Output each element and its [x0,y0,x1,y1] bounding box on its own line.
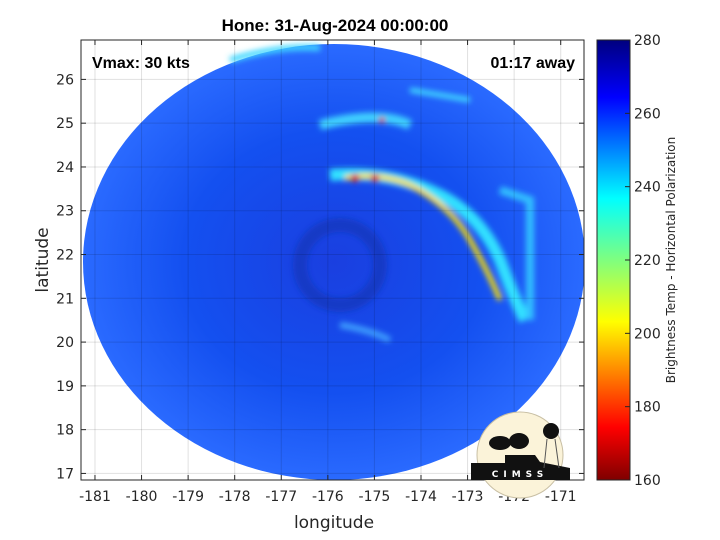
x-tick-label: -181 [79,489,111,505]
x-tick-label: -179 [172,489,204,505]
colorbar-tick-label: 180 [634,400,661,416]
y-tick-label: 25 [56,116,74,132]
x-tick-label: -171 [545,489,577,505]
y-tick-label: 24 [56,160,74,176]
colorbar-tick-label: 220 [634,253,661,269]
logo-text: CIMSS [492,470,548,480]
y-axis-label: latitude [33,227,53,292]
time-away-label: 01:17 away [490,55,575,72]
colorbar-tick-label: 260 [634,106,661,122]
y-ticks: 17 18 19 20 21 22 23 24 25 26 [56,72,584,482]
x-tick-label: -178 [219,489,251,505]
x-tick-label: -177 [265,489,297,505]
vmax-label: Vmax: 30 kts [92,55,190,72]
colorbar-label: Brightness Temp - Horizontal Polarizatio… [664,137,678,384]
colorbar-tick-label: 240 [634,180,661,196]
x-axis-label: longitude [294,513,374,533]
y-tick-label: 26 [56,72,74,88]
swath-disk [83,44,584,480]
y-tick-label: 21 [56,291,74,307]
cimss-logo: CIMSS [471,411,570,499]
x-tick-label: -174 [405,489,437,505]
y-tick-label: 19 [56,379,74,395]
y-tick-label: 22 [56,248,74,264]
x-tick-label: -180 [126,489,158,505]
rainbands [229,44,534,343]
colorbar-tick-label: 280 [634,33,661,49]
grid [81,40,584,480]
colorbar-ticks: 160 180 200 220 240 260 280 [625,33,661,489]
y-tick-label: 18 [56,423,74,439]
y-tick-label: 20 [56,335,74,351]
x-tick-label: -175 [359,489,391,505]
plot-frame [80,39,585,481]
brightness-image [83,44,584,480]
x-tick-label: -176 [312,489,344,505]
x-tick-label: -173 [452,489,484,505]
colorbar-tick-label: 200 [634,326,661,342]
y-tick-label: 17 [56,466,74,482]
chart-title: Hone: 31-Aug-2024 00:00:00 [222,16,449,35]
colorbar-tick-label: 160 [634,473,661,489]
y-tick-label: 23 [56,204,74,220]
